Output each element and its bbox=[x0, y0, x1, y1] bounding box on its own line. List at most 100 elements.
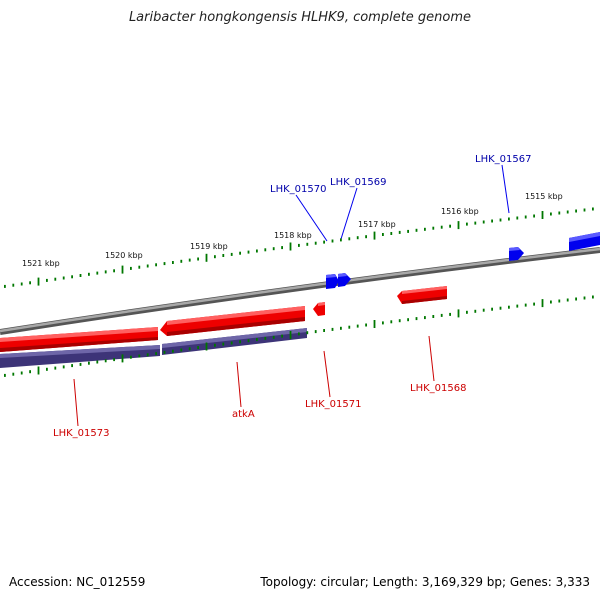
minor-tick bbox=[138, 265, 141, 269]
minor-tick bbox=[230, 341, 233, 345]
minor-tick bbox=[440, 225, 443, 229]
gene-arrow-lhk-01569[interactable] bbox=[338, 273, 351, 287]
minor-tick bbox=[466, 222, 468, 226]
scale-label: 1516 kbp bbox=[441, 207, 479, 216]
minor-tick bbox=[4, 284, 6, 288]
minor-tick bbox=[491, 219, 493, 223]
minor-tick bbox=[104, 359, 107, 363]
minor-tick bbox=[508, 217, 510, 221]
minor-tick bbox=[20, 282, 23, 286]
minor-tick bbox=[474, 309, 477, 313]
gene-arrow-lhk-01568[interactable] bbox=[397, 286, 447, 304]
scale-label: 1521 kbp bbox=[22, 259, 60, 268]
minor-tick bbox=[432, 315, 435, 318]
minor-tick bbox=[264, 336, 267, 340]
scale-labels: 1521 kbp 1520 kbp 1519 kbp 1518 kbp 1517… bbox=[22, 192, 563, 268]
minor-tick bbox=[592, 207, 594, 211]
minor-tick bbox=[356, 236, 359, 240]
accession-text: Accession: NC_012559 bbox=[9, 575, 146, 589]
minor-tick bbox=[29, 370, 31, 374]
minor-tick bbox=[71, 364, 73, 368]
minor-tick bbox=[558, 299, 561, 303]
minor-tick bbox=[96, 360, 99, 364]
minor-tick bbox=[264, 248, 267, 252]
minor-tick bbox=[298, 332, 300, 336]
minor-tick bbox=[449, 312, 451, 316]
major-tick bbox=[121, 354, 124, 363]
minor-tick bbox=[550, 300, 552, 304]
minor-tick bbox=[382, 233, 384, 236]
major-tick bbox=[289, 331, 292, 339]
minor-tick bbox=[197, 257, 199, 261]
gene-label-lhk-01568[interactable]: LHK_01568 bbox=[410, 383, 466, 394]
major-tick bbox=[205, 342, 208, 351]
minor-tick bbox=[424, 227, 426, 231]
minor-tick bbox=[340, 326, 342, 330]
minor-tick bbox=[298, 243, 300, 247]
map-title: Laribacter hongkongensis HLHK9, complete… bbox=[128, 10, 472, 25]
gene-arrow-lhk-01570[interactable] bbox=[326, 274, 339, 289]
gene-label-lhk-01567[interactable]: LHK_01567 bbox=[475, 154, 531, 165]
minor-tick bbox=[508, 305, 510, 309]
gene-arrow-lhk-01567[interactable] bbox=[509, 247, 524, 261]
minor-tick bbox=[155, 352, 157, 356]
minor-tick bbox=[172, 349, 174, 353]
minor-tick bbox=[382, 321, 384, 325]
gene-arrow-atka[interactable] bbox=[160, 306, 305, 336]
minor-tick bbox=[449, 224, 451, 228]
minor-tick bbox=[272, 247, 275, 251]
minor-tick bbox=[348, 237, 351, 241]
minor-tick bbox=[575, 297, 577, 301]
gene-arrow-lhk-01571[interactable] bbox=[313, 302, 325, 316]
minor-tick bbox=[466, 310, 468, 314]
minor-tick bbox=[365, 323, 367, 327]
gene-arrow-lhk-01573[interactable] bbox=[0, 327, 158, 352]
minor-tick bbox=[424, 316, 426, 320]
minor-tick bbox=[247, 339, 250, 343]
minor-tick bbox=[281, 334, 283, 338]
minor-tick bbox=[432, 226, 435, 230]
minor-tick bbox=[130, 266, 132, 270]
scale-label: 1520 kbp bbox=[105, 251, 143, 260]
minor-tick bbox=[566, 298, 569, 302]
minor-tick bbox=[54, 366, 57, 370]
gene-arrow-partial-right[interactable] bbox=[569, 232, 600, 251]
minor-tick bbox=[398, 319, 401, 323]
minor-tick bbox=[398, 230, 401, 234]
minor-tick bbox=[281, 246, 283, 250]
minor-tick bbox=[314, 241, 317, 245]
minor-tick bbox=[499, 218, 502, 222]
gene-label-lhk-01571[interactable]: LHK_01571 bbox=[305, 399, 361, 410]
minor-tick bbox=[516, 216, 519, 220]
minor-tick bbox=[197, 346, 199, 350]
minor-tick bbox=[524, 303, 527, 307]
gene-label-atka[interactable]: atkA bbox=[232, 409, 255, 420]
major-tick bbox=[37, 366, 40, 375]
minor-tick bbox=[239, 251, 241, 255]
gene-label-lhk-01570[interactable]: LHK_01570 bbox=[270, 184, 326, 195]
gene-label-lhk-01569[interactable]: LHK_01569 bbox=[330, 177, 386, 188]
minor-tick bbox=[4, 373, 6, 377]
minor-tick bbox=[71, 275, 73, 279]
minor-tick bbox=[491, 307, 493, 311]
major-tick bbox=[457, 309, 460, 318]
minor-tick bbox=[172, 261, 174, 264]
minor-tick bbox=[592, 295, 594, 299]
gene-label-lhk-01573[interactable]: LHK_01573 bbox=[53, 428, 109, 439]
minor-tick bbox=[214, 255, 216, 259]
minor-tick bbox=[12, 283, 15, 287]
minor-tick bbox=[390, 320, 393, 324]
minor-tick bbox=[533, 302, 535, 306]
minor-tick bbox=[533, 214, 535, 218]
minor-tick bbox=[113, 269, 115, 273]
scale-ticks-upper bbox=[4, 207, 594, 288]
minor-tick bbox=[474, 221, 477, 225]
minor-tick bbox=[230, 252, 233, 256]
minor-tick bbox=[239, 340, 241, 344]
minor-tick bbox=[566, 210, 569, 214]
minor-tick bbox=[306, 331, 309, 335]
minor-tick bbox=[440, 313, 443, 317]
minor-tick bbox=[96, 271, 99, 275]
major-tick bbox=[289, 242, 292, 251]
